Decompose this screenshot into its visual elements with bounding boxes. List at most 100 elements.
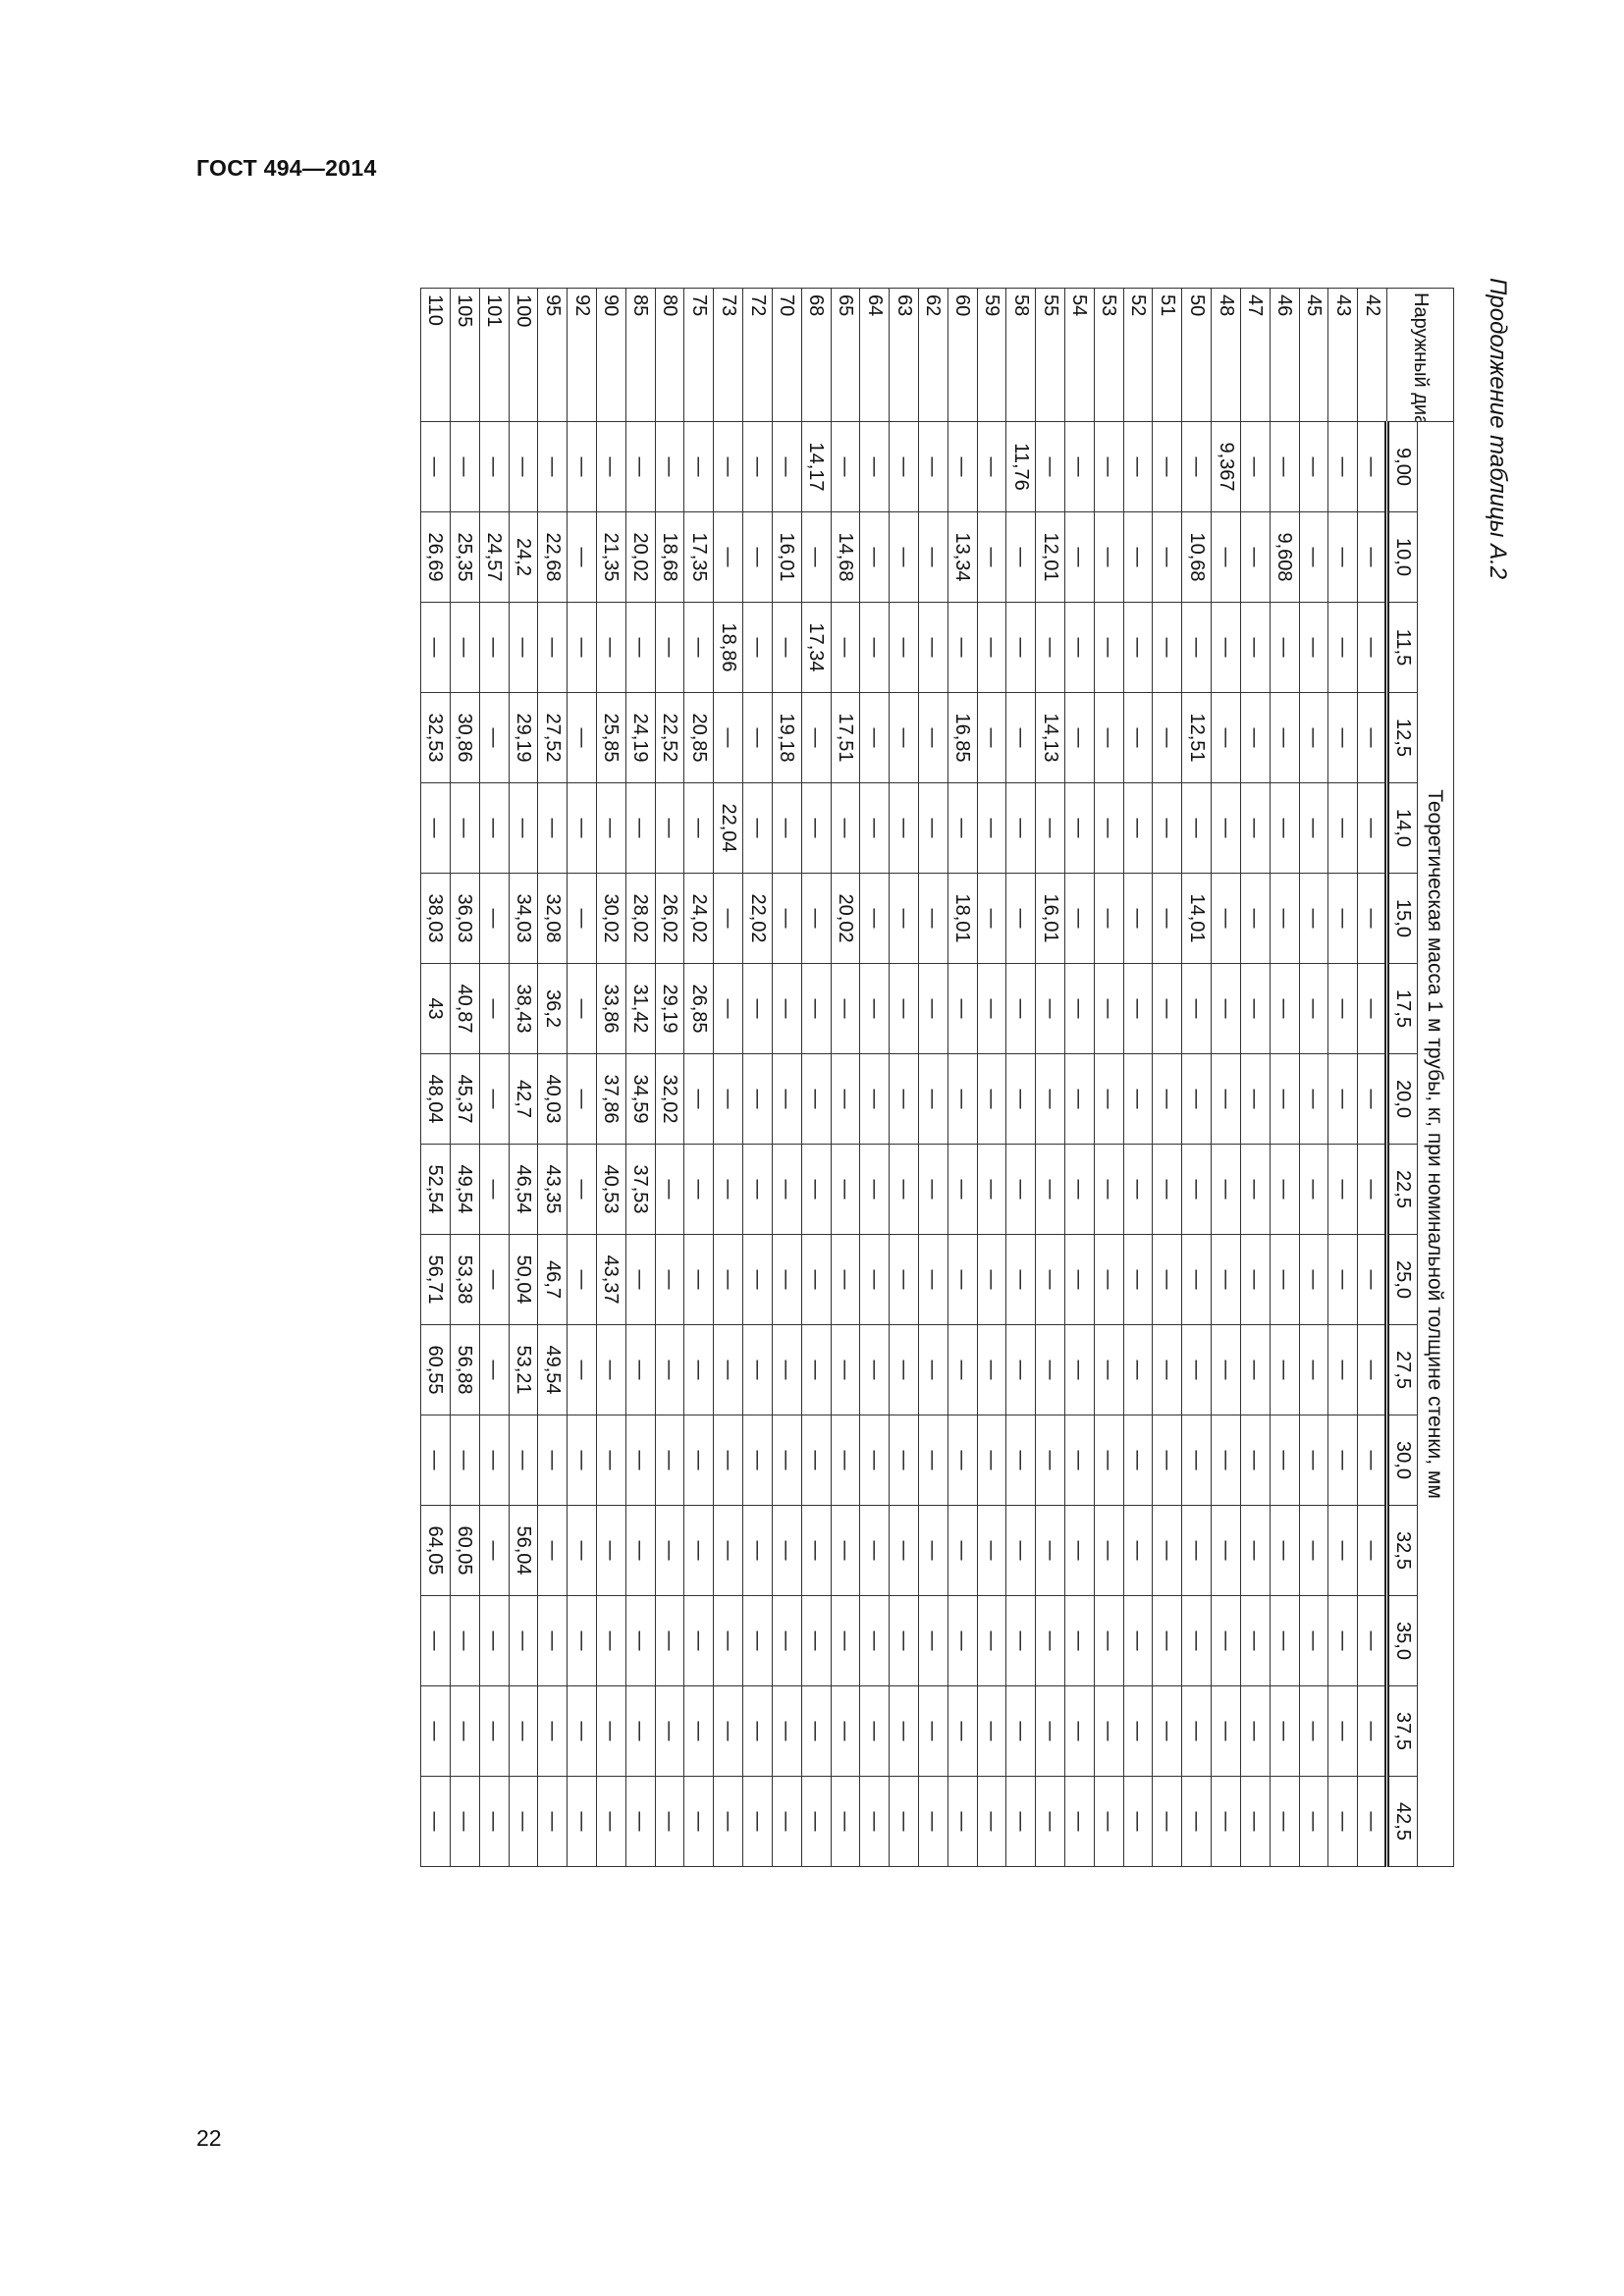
mass-cell: 37,86 [596, 1053, 626, 1145]
table-row: 45— — — — — — — — — — — — — — — — [1299, 288, 1328, 1867]
mass-cell: — [831, 1685, 860, 1777]
mass-cell: — [537, 1415, 568, 1506]
mass-cell: — [1240, 782, 1271, 874]
mass-cell: — [420, 1776, 451, 1867]
mass-cell: 36,03 [450, 873, 480, 964]
table-row: 101—24,57— — — — — — — — — — — — — — [479, 288, 510, 1867]
mass-cell: — [1240, 1053, 1271, 1145]
mass-cell: — [742, 1505, 773, 1596]
mass-cell: — [772, 1776, 802, 1867]
mass-cell: — [1123, 782, 1153, 874]
mass-cell: — [889, 1415, 919, 1506]
mass-cell: 16,01 [1035, 873, 1065, 964]
diameter-cell: 100 [509, 288, 538, 422]
mass-cell: — [509, 1685, 538, 1777]
table-row: 58 11,76— — — — — — — — — — — — — — — [1005, 288, 1036, 1867]
mass-cell: — [1270, 873, 1300, 964]
mass-cell: — [1153, 1053, 1182, 1145]
mass-cell: — [1094, 692, 1124, 783]
mass-cell: 29,19 [655, 963, 684, 1054]
mass-cell: — [1005, 1053, 1036, 1145]
mass-cell: — [889, 873, 919, 964]
mass-cell: — [713, 963, 743, 1054]
mass-cell: — [742, 782, 773, 874]
diameter-cell: 72 [742, 288, 773, 422]
mass-cell: — [684, 1324, 714, 1415]
mass-cell: — [1211, 873, 1241, 964]
mass-cell: 21,35 [596, 511, 626, 603]
mass-cell: — [859, 1144, 890, 1235]
mass-cell: — [479, 1505, 510, 1596]
mass-cell: — [567, 782, 597, 874]
mass-cell: — [655, 1144, 684, 1235]
mass-cell: — [859, 1234, 890, 1325]
diameter-cell: 62 [918, 288, 948, 422]
mass-cell: 53,21 [509, 1324, 538, 1415]
table-row: 110—26,69—32,53—38,03 43 48,04 52,54 56,71 60… [420, 288, 451, 1867]
mass-cell: — [625, 782, 656, 874]
mass-cell: 18,01 [947, 873, 978, 964]
mass-cell: — [947, 421, 978, 512]
mass-cell: — [1035, 1234, 1065, 1325]
mass-cell: — [420, 1595, 451, 1686]
mass-cell: — [947, 602, 978, 693]
mass-cell: — [1270, 421, 1300, 512]
mass-cell: — [509, 1776, 538, 1867]
mass-cell: — [1123, 963, 1153, 1054]
mass-cell: — [655, 1685, 684, 1777]
mass-cell: — [1064, 1505, 1095, 1596]
mass-cell: — [1357, 1595, 1387, 1686]
mass-cell: — [831, 1776, 860, 1867]
mass-cell: 60,05 [450, 1505, 480, 1596]
mass-cell: 9,608 [1270, 511, 1300, 603]
mass-cell: — [1327, 1415, 1358, 1506]
mass-cell: — [1153, 602, 1182, 693]
mass-cell: — [537, 1595, 568, 1686]
mass-cell: 40,03 [537, 1053, 568, 1145]
mass-cell: — [918, 963, 948, 1054]
mass-cell: — [918, 421, 948, 512]
mass-cell: — [1357, 1144, 1387, 1235]
mass-cell: — [479, 1144, 510, 1235]
mass-cell: — [947, 1505, 978, 1596]
table-body: 42— — — — — — — — — — — — — — — —43— — — — — — — — — — — — — — — —45— —… [420, 288, 1387, 1867]
mass-cell: — [1240, 692, 1271, 783]
mass-cell: — [918, 1505, 948, 1596]
mass-cell: — [567, 1595, 597, 1686]
mass-cell: — [479, 1234, 510, 1325]
thickness-header-cell: 37,5 [1386, 1685, 1418, 1777]
mass-cell: — [1123, 1324, 1153, 1415]
mass-cell: — [1005, 692, 1036, 783]
mass-cell: — [1094, 421, 1124, 512]
diameter-cell: 90 [596, 288, 626, 422]
mass-cell: — [596, 1685, 626, 1777]
rotated-table-block: Продолжение таблицы А.2 Наружный диаметр… [420, 278, 1517, 1888]
mass-cell: — [772, 1324, 802, 1415]
mass-cell: — [977, 782, 1006, 874]
mass-cell: 22,52 [655, 692, 684, 783]
diameter-cell: 55 [1035, 288, 1065, 422]
mass-cell: — [772, 602, 802, 693]
mass-cell: — [1240, 873, 1271, 964]
mass-cell: — [1181, 1144, 1212, 1235]
mass-cell: — [1211, 1144, 1241, 1235]
mass-cell: — [947, 1415, 978, 1506]
mass-cell: — [1357, 692, 1387, 783]
mass-cell: — [684, 1776, 714, 1867]
mass-cell: 20,02 [831, 873, 860, 964]
mass-cell: — [567, 1234, 597, 1325]
mass-cell: — [1240, 602, 1271, 693]
mass-cell: — [450, 1415, 480, 1506]
mass-cell: 16,01 [772, 511, 802, 603]
mass-cell: 12,51 [1181, 692, 1212, 783]
mass-cell: — [1270, 692, 1300, 783]
mass-cell: 24,19 [625, 692, 656, 783]
mass-cell: — [1299, 1234, 1328, 1325]
mass-cell: — [1327, 1685, 1358, 1777]
mass-cell: — [567, 692, 597, 783]
mass-cell: — [889, 511, 919, 603]
mass-cell: — [450, 602, 480, 693]
mass-cell: 31,42 [625, 963, 656, 1054]
mass-cell: 14,13 [1035, 692, 1065, 783]
mass-cell: — [479, 873, 510, 964]
